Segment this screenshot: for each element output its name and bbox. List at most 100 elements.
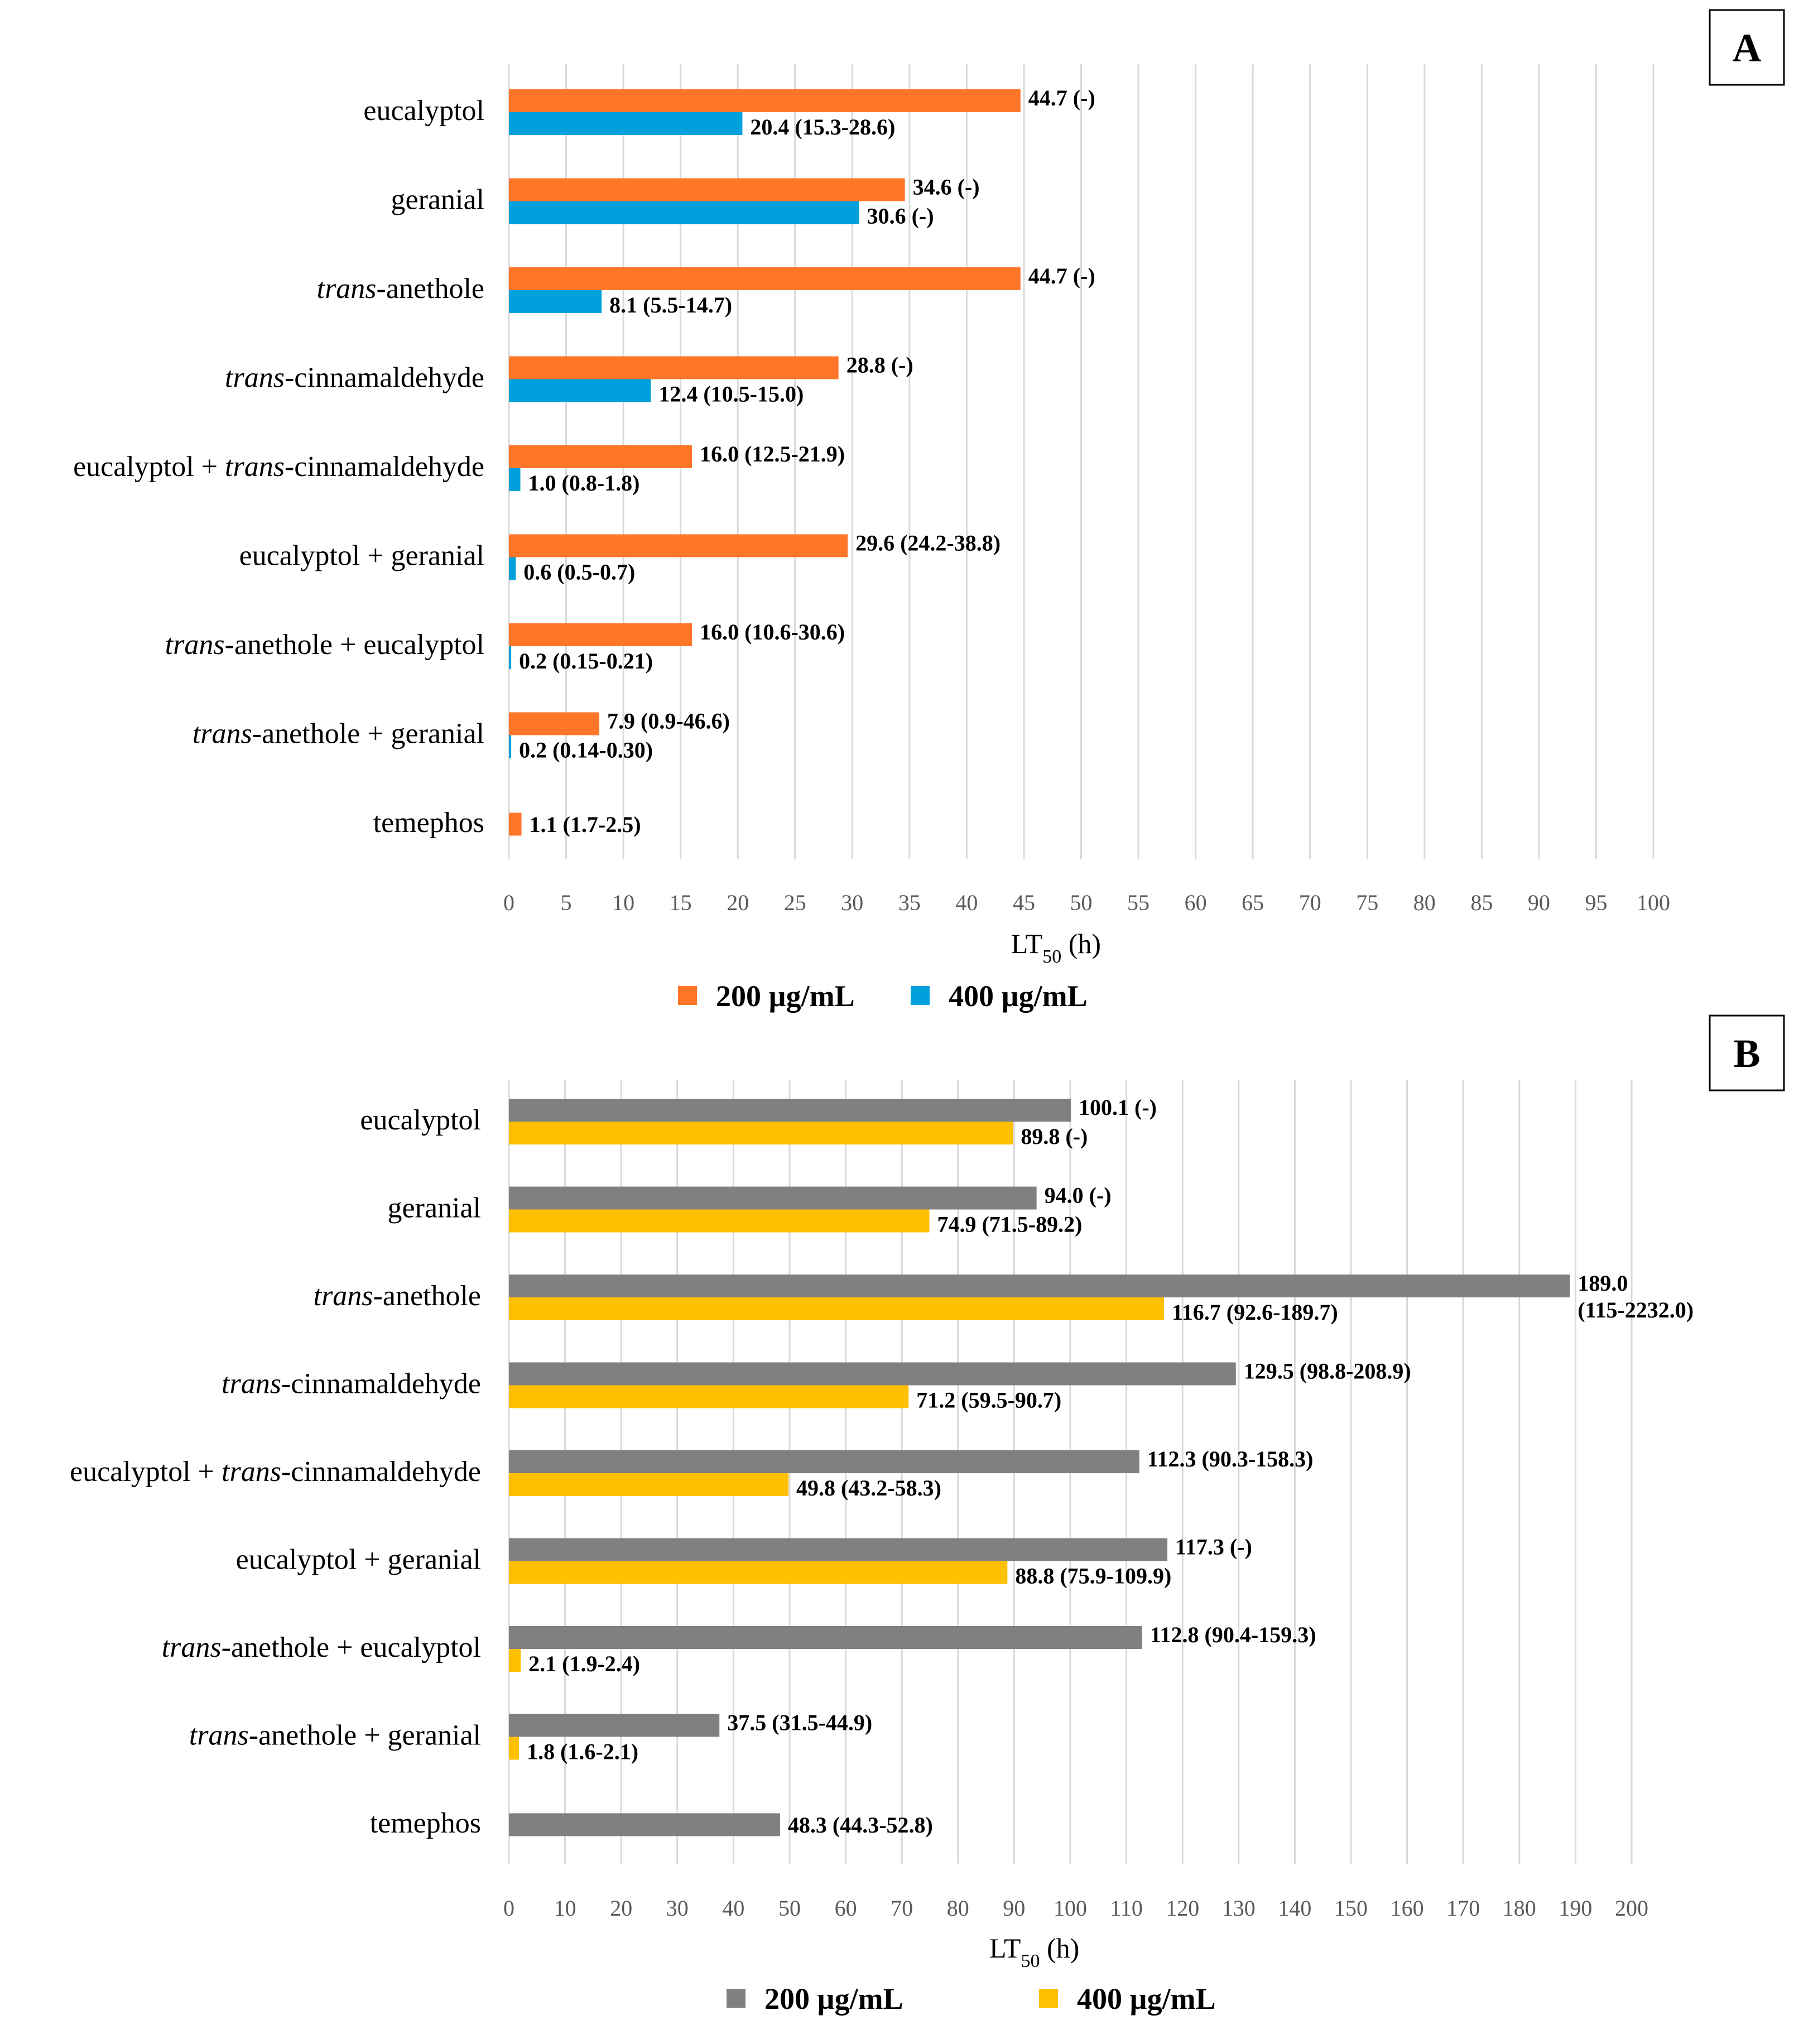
- x-tick-label: 15: [670, 890, 692, 915]
- category-label: eucalyptol: [360, 1104, 481, 1136]
- bar: [509, 1362, 1236, 1386]
- bar: [509, 534, 848, 557]
- bar: [509, 1813, 780, 1836]
- x-tick-label: 75: [1356, 890, 1378, 915]
- data-label: 29.6 (24.2-38.8): [855, 531, 1001, 556]
- data-label: 44.7 (-): [1028, 263, 1095, 288]
- data-label: 20.4 (15.3-28.6): [750, 114, 895, 140]
- x-tick-label: 10: [612, 890, 634, 915]
- data-label: 34.6 (-): [913, 175, 980, 200]
- data-label: 112.8 (90.4-159.3): [1150, 1622, 1316, 1647]
- category-label: trans-cinnamaldehyde: [225, 362, 484, 394]
- data-label: 117.3 (-): [1175, 1535, 1252, 1560]
- category-label: eucalyptol + geranial: [239, 540, 484, 572]
- bar: [509, 1538, 1168, 1561]
- bar: [509, 812, 522, 836]
- x-tick-label: 20: [727, 890, 749, 915]
- x-tick-label: 70: [1299, 890, 1321, 915]
- category-label: geranial: [391, 184, 484, 216]
- chart-panel-A: A 0 5 10 15 20 25 30 35 40 45 50 55 60 65 70 75 80 85 90 95 1…: [73, 9, 1785, 1013]
- x-tick-label: 180: [1503, 1896, 1536, 1921]
- x-axis-title: LT50 (h): [989, 1932, 1079, 1971]
- panel-label-box: [1709, 9, 1785, 86]
- x-tick-label: 130: [1222, 1896, 1256, 1921]
- category-label: trans-anethole + eucalyptol: [165, 629, 484, 661]
- legend-label: 200 µg/mL: [764, 1982, 903, 2016]
- bar: [509, 1737, 520, 1760]
- data-label: 0.2 (0.15-0.21): [519, 648, 653, 674]
- bar: [509, 1473, 788, 1496]
- category-label: trans-anethole + geranial: [193, 718, 484, 750]
- data-label: 100.1 (-): [1079, 1095, 1157, 1120]
- x-tick-label: 10: [554, 1896, 576, 1921]
- data-label: 30.6 (-): [867, 204, 934, 229]
- legend-swatch: [911, 986, 930, 1005]
- x-tick-label: 45: [1013, 890, 1035, 915]
- legend-swatch: [678, 986, 697, 1005]
- bar: [509, 735, 512, 758]
- x-tick-label: 25: [784, 890, 806, 915]
- bar: [509, 557, 516, 580]
- data-label: 74.9 (71.5-89.2): [937, 1212, 1082, 1237]
- bar: [509, 178, 905, 201]
- bar: [509, 1714, 720, 1737]
- data-label: 1.1 (1.7-2.5): [530, 812, 641, 837]
- category-label: trans-anethole + eucalyptol: [162, 1632, 481, 1663]
- data-label: 8.1 (5.5-14.7): [609, 292, 732, 318]
- bar: [509, 623, 692, 646]
- category-label: geranial: [388, 1192, 481, 1224]
- bar: [509, 379, 651, 402]
- x-tick-label: 30: [841, 890, 863, 915]
- x-tick-label: 90: [1003, 1896, 1025, 1921]
- x-tick-label: 100: [1637, 890, 1670, 915]
- data-label: 71.2 (59.5-90.7): [916, 1388, 1061, 1413]
- data-label: 16.0 (12.5-21.9): [700, 441, 845, 466]
- x-axis-title: LT50 (h): [1011, 928, 1101, 967]
- data-label: 129.5 (98.8-208.9): [1244, 1359, 1411, 1384]
- x-tick-label: 160: [1391, 1896, 1424, 1921]
- data-label: 116.7 (92.6-189.7): [1172, 1300, 1338, 1325]
- category-label: temephos: [373, 807, 484, 839]
- x-tick-label: 140: [1278, 1896, 1311, 1921]
- bar: [509, 1626, 1142, 1649]
- category-label: eucalyptol: [363, 95, 484, 127]
- bar: [509, 468, 521, 491]
- data-label: 44.7 (-): [1028, 85, 1095, 110]
- data-label: 94.0 (-): [1045, 1183, 1112, 1208]
- bar: [509, 89, 1021, 112]
- x-tick-label: 150: [1334, 1896, 1368, 1921]
- x-tick-label: 95: [1585, 890, 1607, 915]
- data-label: 189.0 (115-2232.0): [1577, 1271, 1694, 1322]
- category-label: trans-anethole: [314, 1280, 481, 1312]
- bar: [509, 1186, 1037, 1210]
- legend-label: 400 µg/mL: [949, 979, 1088, 1013]
- x-tick-label: 190: [1559, 1896, 1592, 1921]
- bar: [509, 1209, 930, 1233]
- bar: [509, 1649, 521, 1672]
- x-tick-label: 5: [561, 890, 572, 915]
- bar: [509, 712, 600, 735]
- panel-label: A: [1733, 26, 1762, 70]
- legend-label: 200 µg/mL: [716, 979, 855, 1013]
- x-tick-label: 85: [1470, 890, 1493, 915]
- data-label: 48.3 (44.3-52.8): [788, 1812, 933, 1838]
- x-tick-label: 90: [1528, 890, 1550, 915]
- x-tick-label: 40: [722, 1896, 744, 1921]
- category-label: eucalyptol + geranial: [236, 1544, 481, 1576]
- x-tick-label: 60: [1185, 890, 1207, 915]
- bar: [509, 1275, 1570, 1297]
- bar: [509, 445, 692, 468]
- data-label: 1.0 (0.8-1.8): [528, 470, 640, 496]
- category-label: trans-anethole: [317, 273, 484, 305]
- data-label: 7.9 (0.9-46.6): [607, 709, 730, 734]
- x-tick-label: 0: [503, 890, 514, 915]
- x-tick-label: 55: [1127, 890, 1149, 915]
- data-label: 112.3 (90.3-158.3): [1147, 1446, 1314, 1471]
- chart-panel-B: B 0 10 20 30 40 50 60 70 80 90 100 110 120 130 140 150 16…: [70, 1014, 1785, 2016]
- bar: [509, 356, 839, 379]
- x-tick-label: 40: [955, 890, 978, 915]
- x-tick-label: 70: [891, 1896, 913, 1921]
- x-tick-label: 170: [1446, 1896, 1480, 1921]
- panel-label: B: [1733, 1031, 1760, 1076]
